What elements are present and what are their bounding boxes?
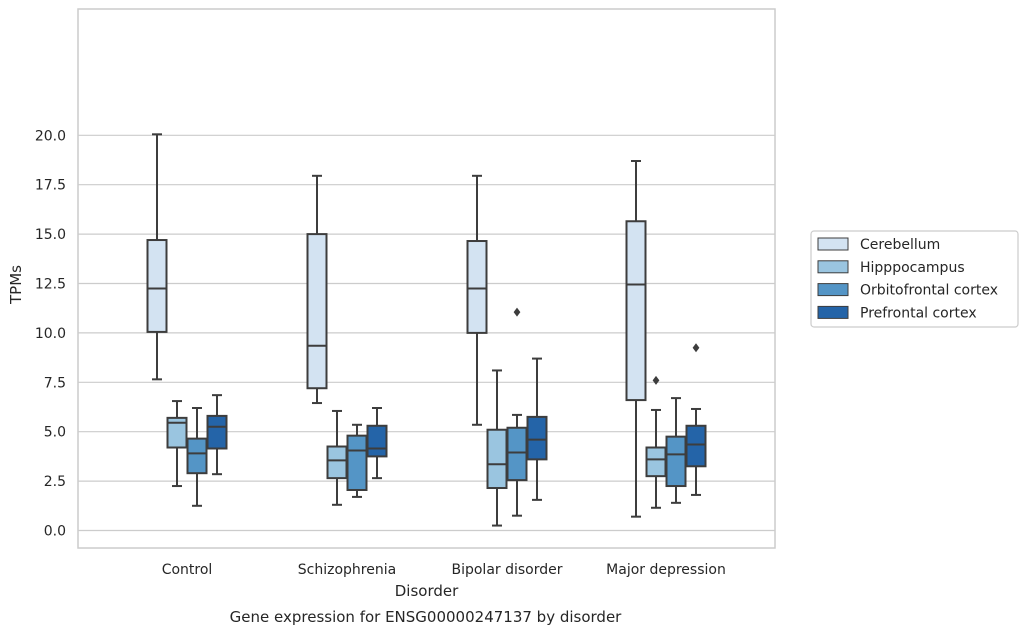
box-prefrontal-cortex bbox=[526, 357, 548, 501]
legend-label: Orbitofrontal cortex bbox=[860, 283, 998, 299]
x-tick-label: Schizophrenia bbox=[298, 562, 396, 578]
x-tick-label: Major depression bbox=[606, 562, 726, 578]
box-prefrontal-cortex bbox=[685, 343, 707, 496]
x-tick-label: Control bbox=[162, 562, 213, 578]
box-orbitofrontal-cortex bbox=[665, 397, 687, 504]
y-tick-label: 10.0 bbox=[35, 326, 66, 342]
y-tick-label: 2.5 bbox=[44, 474, 66, 490]
chart-title: Gene expression for ENSG00000247137 by d… bbox=[230, 608, 623, 626]
y-tick-label: 20.0 bbox=[35, 128, 66, 144]
box-cerebellum bbox=[625, 159, 647, 518]
box-body bbox=[146, 239, 168, 333]
legend-label: Cerebellum bbox=[860, 237, 940, 253]
outlier-marker bbox=[513, 307, 521, 317]
box-hipppocampus bbox=[166, 400, 188, 488]
y-axis-ticks: 0.0 2.5 5.0 7.5 10.0 12.5 15.0 17.5 20.0 bbox=[35, 128, 66, 539]
box-body bbox=[466, 240, 488, 334]
box-cerebellum bbox=[146, 133, 168, 381]
y-tick-label: 12.5 bbox=[35, 277, 66, 293]
outlier-marker bbox=[652, 375, 660, 385]
legend-swatch bbox=[817, 283, 849, 297]
box-body bbox=[526, 415, 548, 461]
box-body bbox=[506, 426, 528, 482]
box-cerebellum bbox=[466, 174, 488, 426]
legend-swatch bbox=[817, 260, 849, 274]
x-axis-ticks: Control Schizophrenia Bipolar disorder Majo… bbox=[162, 562, 726, 578]
legend-frame bbox=[810, 230, 1019, 328]
y-tick-label: 0.0 bbox=[44, 524, 66, 540]
legend-label: Prefrontal cortex bbox=[860, 305, 977, 321]
box-body bbox=[665, 435, 687, 488]
legend-swatch bbox=[817, 237, 849, 251]
y-tick-label: 15.0 bbox=[35, 227, 66, 243]
x-tick-label: Bipolar disorder bbox=[451, 562, 562, 578]
legend-label: Hipppocampus bbox=[860, 260, 965, 276]
box-body bbox=[486, 428, 508, 490]
y-tick-label: 7.5 bbox=[44, 375, 66, 391]
legend: Cerebellum Hipppocampus Orbitofrontal cort… bbox=[810, 230, 1019, 328]
box-hipppocampus bbox=[486, 369, 508, 527]
plot-area bbox=[77, 8, 776, 549]
box-prefrontal-cortex bbox=[206, 394, 228, 476]
box-body bbox=[206, 414, 228, 450]
box-body bbox=[625, 220, 647, 402]
box-orbitofrontal-cortex bbox=[186, 406, 208, 507]
box-body bbox=[366, 424, 388, 458]
box-body bbox=[186, 437, 208, 475]
box-orbitofrontal-cortex bbox=[506, 307, 528, 517]
box-prefrontal-cortex bbox=[366, 406, 388, 480]
gridlines bbox=[78, 134, 775, 532]
x-axis-label: Disorder bbox=[395, 582, 459, 600]
legend-swatch bbox=[817, 305, 849, 319]
y-tick-label: 17.5 bbox=[35, 178, 66, 194]
box-hipppocampus bbox=[326, 409, 348, 506]
box-body bbox=[166, 416, 188, 449]
box-body bbox=[346, 434, 368, 491]
box-body bbox=[645, 446, 667, 478]
box-cerebellum bbox=[306, 174, 328, 405]
outlier-marker bbox=[692, 343, 700, 353]
box-body bbox=[306, 233, 328, 390]
y-tick-label: 5.0 bbox=[44, 425, 66, 441]
box-orbitofrontal-cortex bbox=[346, 423, 368, 498]
boxes bbox=[146, 133, 707, 527]
y-axis-label: TPMs bbox=[7, 265, 25, 305]
box-hipppocampus bbox=[645, 375, 667, 509]
box-body bbox=[685, 424, 707, 468]
box-body bbox=[326, 445, 348, 480]
